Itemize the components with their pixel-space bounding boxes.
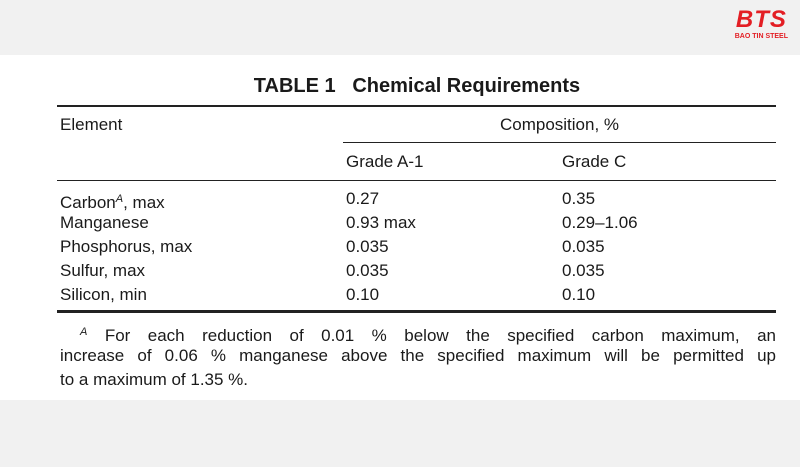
footnote-text: increase of 0.06 % manganese above the s…: [60, 346, 776, 365]
rule: [57, 105, 776, 107]
element-suffix: , max: [123, 193, 165, 212]
header-cell: Grade A-1: [346, 152, 424, 171]
rule: [343, 142, 776, 143]
value-cell: 0.035: [346, 237, 389, 256]
logo-name: BAO TIN STEEL: [734, 33, 788, 40]
value-cell: 0.035: [562, 237, 605, 256]
element-cell: Sulfur, max: [60, 261, 145, 281]
header-cell: Element: [60, 115, 123, 134]
element-name: Phosphorus, max: [60, 237, 193, 256]
logo-mark: BTS: [735, 6, 787, 33]
header-cell: Grade C: [562, 152, 627, 171]
element-name: Carbon: [60, 193, 116, 212]
footnote-text: to a maximum of 1.35 %.: [60, 370, 249, 389]
value-cell: 0.035: [562, 261, 605, 280]
header-cell: Composition, %: [499, 115, 620, 134]
footnote-line: increase of 0.06 % manganese above the s…: [60, 344, 776, 368]
value-cell: 0.035: [346, 261, 389, 280]
table-sheet: TABLE 1 Chemical Requirements Element Co…: [0, 55, 800, 400]
footnote-line: A For each reduction of 0.01 % below the…: [60, 320, 776, 348]
rule: [57, 180, 776, 181]
footnote-line: to a maximum of 1.35 %.: [60, 368, 776, 392]
logo: BTS BAO TIN STEEL: [735, 8, 788, 41]
value-cell: 0.29–1.06: [562, 213, 638, 232]
note-mark: A: [115, 193, 124, 205]
value-cell: 0.27: [346, 189, 380, 208]
element-cell: CarbonA, max: [60, 189, 165, 213]
value-cell: 0.35: [562, 189, 596, 208]
element-name: Sulfur, max: [60, 261, 146, 280]
footnote-text: For each reduction of 0.01 % below the s…: [104, 326, 776, 345]
table-title: TABLE 1 Chemical Requirements: [253, 75, 581, 97]
value-cell: 0.10: [562, 285, 596, 304]
value-cell: 0.93 max: [346, 213, 416, 232]
element-name: Silicon, min: [60, 285, 147, 304]
rule: [57, 310, 776, 313]
element-cell: Phosphorus, max: [60, 237, 192, 257]
element-name: Manganese: [60, 213, 149, 232]
footnote-mark: A: [80, 326, 88, 338]
element-cell: Manganese: [60, 213, 149, 233]
element-cell: Silicon, min: [60, 285, 147, 305]
value-cell: 0.10: [346, 285, 380, 304]
